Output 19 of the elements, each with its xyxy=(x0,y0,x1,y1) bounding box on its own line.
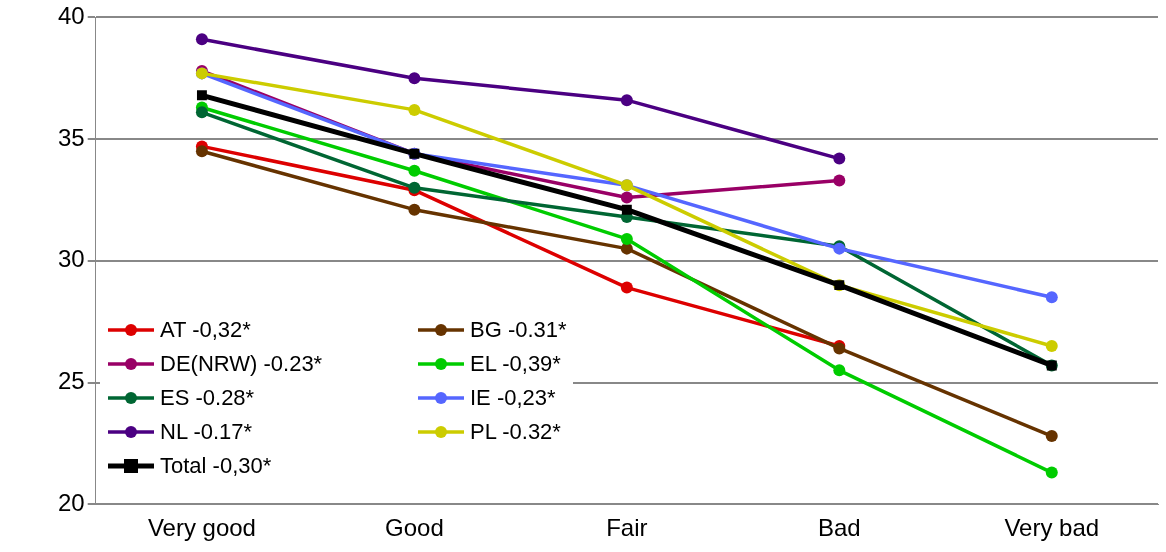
y-tick-label: 40 xyxy=(57,2,85,30)
x-tick-label: Good xyxy=(385,514,444,542)
x-tick-label: Very good xyxy=(147,514,256,542)
y-tick-label: 35 xyxy=(57,123,85,151)
x-tick-label: Bad xyxy=(817,514,861,542)
x-tick-label: Very bad xyxy=(1004,514,1100,542)
legend-label: NL -0.17* xyxy=(160,419,253,445)
legend-label: PL -0.32* xyxy=(470,419,561,445)
legend-label: EL -0,39* xyxy=(470,351,561,377)
y-tick-label: 30 xyxy=(57,245,85,273)
legend-label: BG -0.31* xyxy=(470,317,567,343)
legend-label: ES -0.28* xyxy=(160,385,255,411)
legend-label: DE(NRW) -0.23* xyxy=(160,351,323,377)
y-tick-label: 25 xyxy=(57,367,85,395)
legend-label: IE -0,23* xyxy=(470,385,556,411)
legend-label: AT -0,32* xyxy=(160,317,251,343)
y-tick-label: 20 xyxy=(57,488,85,516)
legend-label: Total -0,30* xyxy=(160,453,272,479)
x-tick-label: Fair xyxy=(606,514,648,542)
